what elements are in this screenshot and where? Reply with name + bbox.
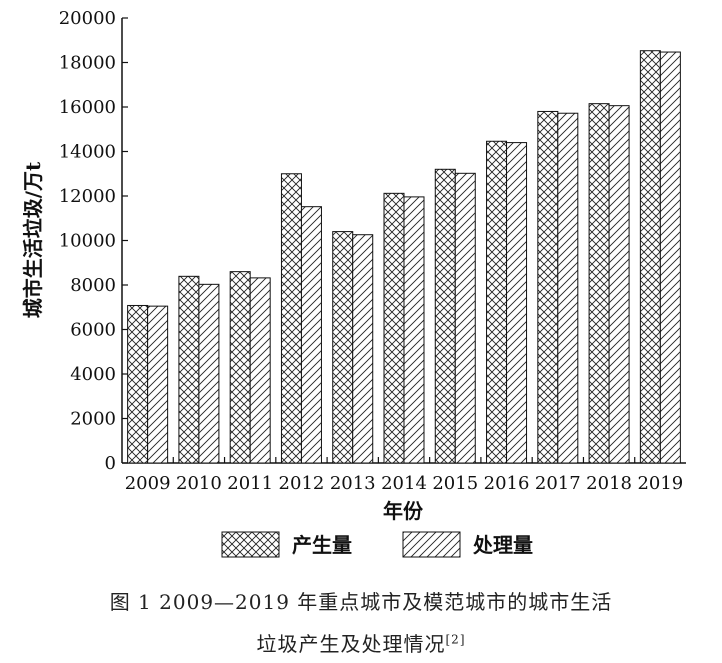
- y-tick-label: 18000: [59, 53, 116, 74]
- bar-produced-2011: [229, 271, 251, 464]
- y-tick-label: 16000: [59, 97, 116, 118]
- x-tick-label: 2019: [637, 473, 683, 494]
- bar-produced-2015: [434, 168, 456, 464]
- bar-produced-2009: [127, 304, 149, 464]
- y-tick-label: 20000: [59, 8, 116, 29]
- y-tick-label: 0: [105, 453, 116, 474]
- y-tick-label: 6000: [70, 320, 116, 341]
- x-tick-label: 2014: [381, 473, 427, 494]
- bar-produced-2010: [178, 275, 200, 464]
- plot-area: 0 2000 4000 6000 8000 10000 12000 14000 16000 180…: [59, 8, 686, 494]
- x-tick-label: 2015: [432, 473, 478, 494]
- bar-treated-2010: [198, 283, 220, 464]
- legend-label: 产生量: [292, 533, 352, 557]
- x-tick-label: 2013: [330, 473, 376, 494]
- bar-treated-2009: [147, 305, 169, 464]
- citation-ref: [2]: [445, 632, 466, 647]
- y-axis-title: 城市生活垃圾/万t: [21, 161, 45, 318]
- x-tick-label: 2010: [176, 473, 222, 494]
- x-tick-label: 2009: [125, 473, 171, 494]
- legend-swatch-produced: [221, 531, 280, 558]
- x-tick-label: 2012: [279, 473, 325, 494]
- bar-treated-2011: [249, 277, 271, 464]
- bar-produced-2012: [280, 173, 302, 464]
- legend: 产生量 处理量: [221, 531, 533, 558]
- bar-produced-2016: [486, 140, 508, 464]
- bar-produced-2013: [332, 231, 354, 464]
- legend-label: 处理量: [472, 533, 533, 557]
- y-tick-label: 2000: [70, 409, 116, 430]
- bar-treated-2016: [506, 142, 528, 464]
- y-tick-label: 8000: [70, 275, 116, 296]
- bar-treated-2019: [659, 51, 681, 464]
- bar-produced-2018: [588, 103, 610, 464]
- figure-caption-text: 垃圾产生及处理情况: [256, 632, 446, 656]
- bar-treated-2017: [557, 112, 579, 464]
- y-tick-label: 4000: [70, 364, 116, 385]
- y-tick-label: 14000: [59, 142, 116, 163]
- bar-produced-2017: [537, 110, 559, 464]
- x-tick-label: 2017: [535, 473, 581, 494]
- x-axis-title: 年份: [383, 499, 424, 523]
- figure-caption-line2: 垃圾产生及处理情况[2]: [0, 628, 722, 657]
- y-tick-label: 12000: [59, 186, 116, 207]
- bar-treated-2013: [352, 234, 374, 464]
- bar-treated-2012: [300, 206, 322, 464]
- x-tick-label: 2011: [227, 473, 273, 494]
- bar-treated-2014: [403, 196, 425, 464]
- bar-chart: 0 2000 4000 6000 8000 10000 12000 14000 16000 180…: [21, 8, 686, 558]
- bar-treated-2018: [608, 105, 630, 464]
- legend-swatch-treated: [402, 531, 461, 558]
- x-tick-label: 2016: [484, 473, 530, 494]
- x-tick-label: 2018: [586, 473, 632, 494]
- y-tick-label: 10000: [59, 231, 116, 252]
- figure-caption-line1: 图 1 2009—2019 年重点城市及模范城市的城市生活: [109, 590, 613, 614]
- bar-treated-2015: [454, 172, 476, 464]
- bar-produced-2014: [383, 192, 405, 464]
- bar-produced-2019: [639, 50, 661, 464]
